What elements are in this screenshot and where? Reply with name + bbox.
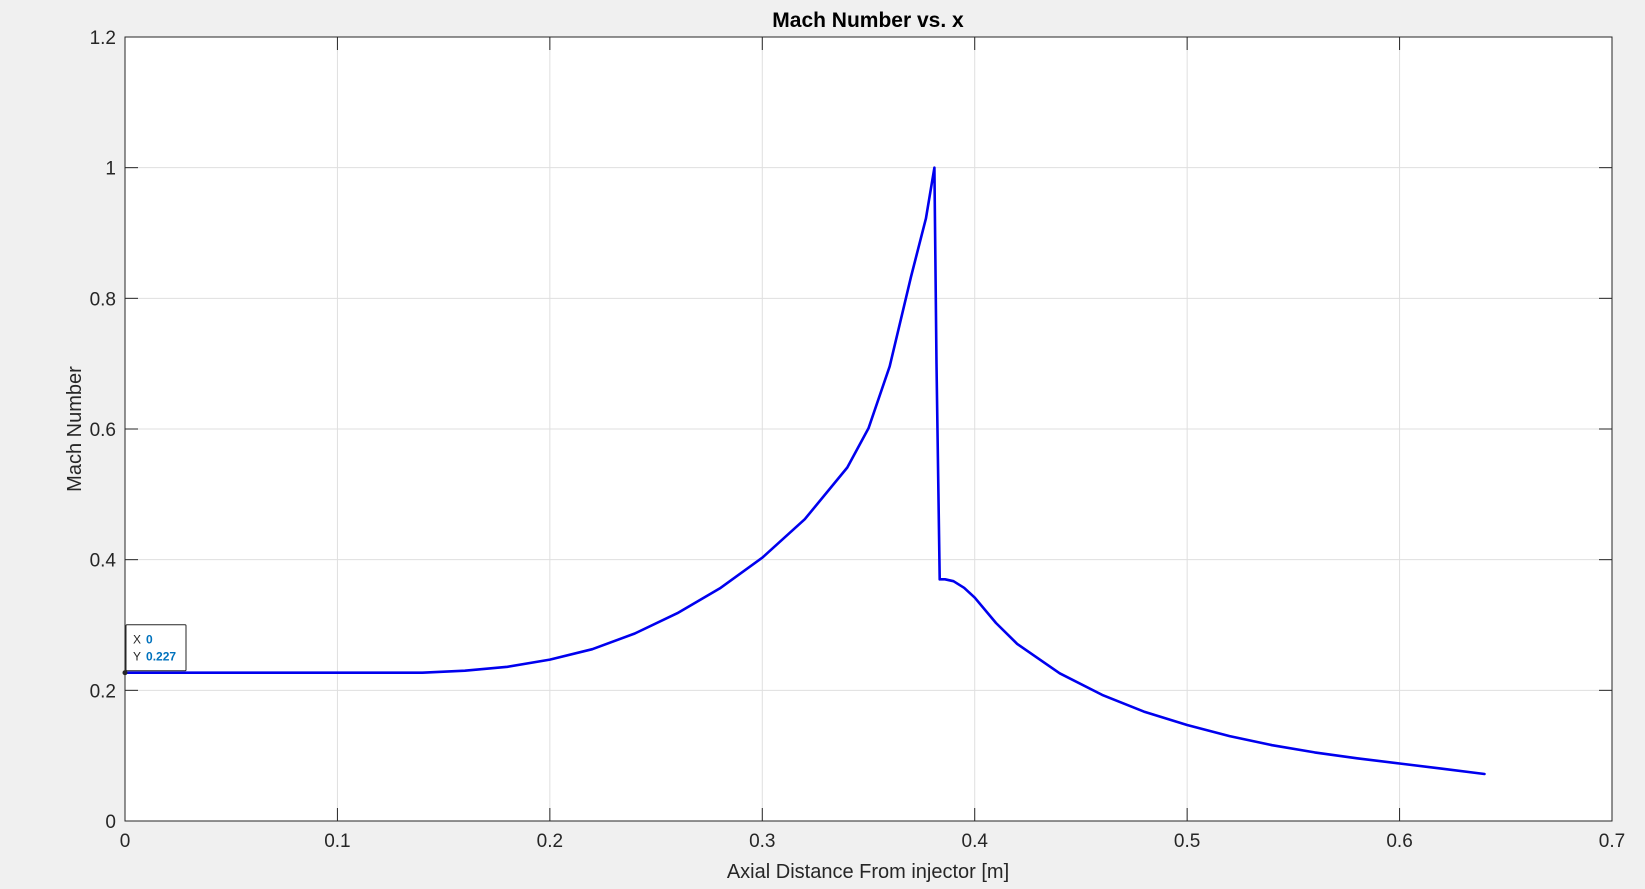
- datatip-box: [125, 624, 187, 672]
- datatip-y-label: Y: [133, 650, 141, 664]
- datatip-y-value: 0.227: [146, 650, 176, 664]
- x-tick-label: 0: [120, 831, 131, 852]
- x-axis-label: Axial Distance From injector [m]: [727, 861, 1009, 883]
- y-tick-label: 1: [105, 159, 116, 180]
- x-tick-label: 0.6: [1386, 831, 1412, 852]
- x-tick-label: 0.1: [324, 831, 350, 852]
- y-tick-label: 1.2: [90, 28, 116, 49]
- y-axis-label: Mach Number: [64, 366, 86, 492]
- y-tick-label: 0.6: [90, 420, 116, 441]
- y-tick-label: 0.8: [90, 289, 116, 310]
- y-tick-label: 0.2: [90, 681, 116, 702]
- datatip-marker[interactable]: [122, 670, 128, 676]
- x-tick-label: 0.4: [962, 831, 989, 852]
- series-layer: [123, 166, 1486, 776]
- series-line-mach-number[interactable]: [123, 166, 1486, 776]
- axis-tick-labels: 0 0.1 0.2 0.3 0.4 0.5 0.6 0.7 0 0.2 0.4 0.6 0.8 1 1.2: [90, 28, 1626, 852]
- x-tick-label: 0.5: [1174, 831, 1200, 852]
- chart-title: Mach Number vs. x: [772, 9, 964, 32]
- datatip-y-row: Y 0.227: [133, 650, 176, 664]
- x-tick-label: 0.3: [749, 831, 775, 852]
- y-tick-label: 0.4: [90, 551, 117, 572]
- x-tick-label: 0.2: [537, 831, 563, 852]
- x-tick-label: 0.7: [1599, 831, 1625, 852]
- datatip-x-value: 0: [146, 633, 153, 647]
- axis-ticks: [124, 36, 1613, 822]
- datatip[interactable]: X 0Y 0.227: [122, 624, 187, 676]
- datatip-x-label: X: [133, 633, 141, 647]
- y-tick-label: 0: [105, 812, 116, 833]
